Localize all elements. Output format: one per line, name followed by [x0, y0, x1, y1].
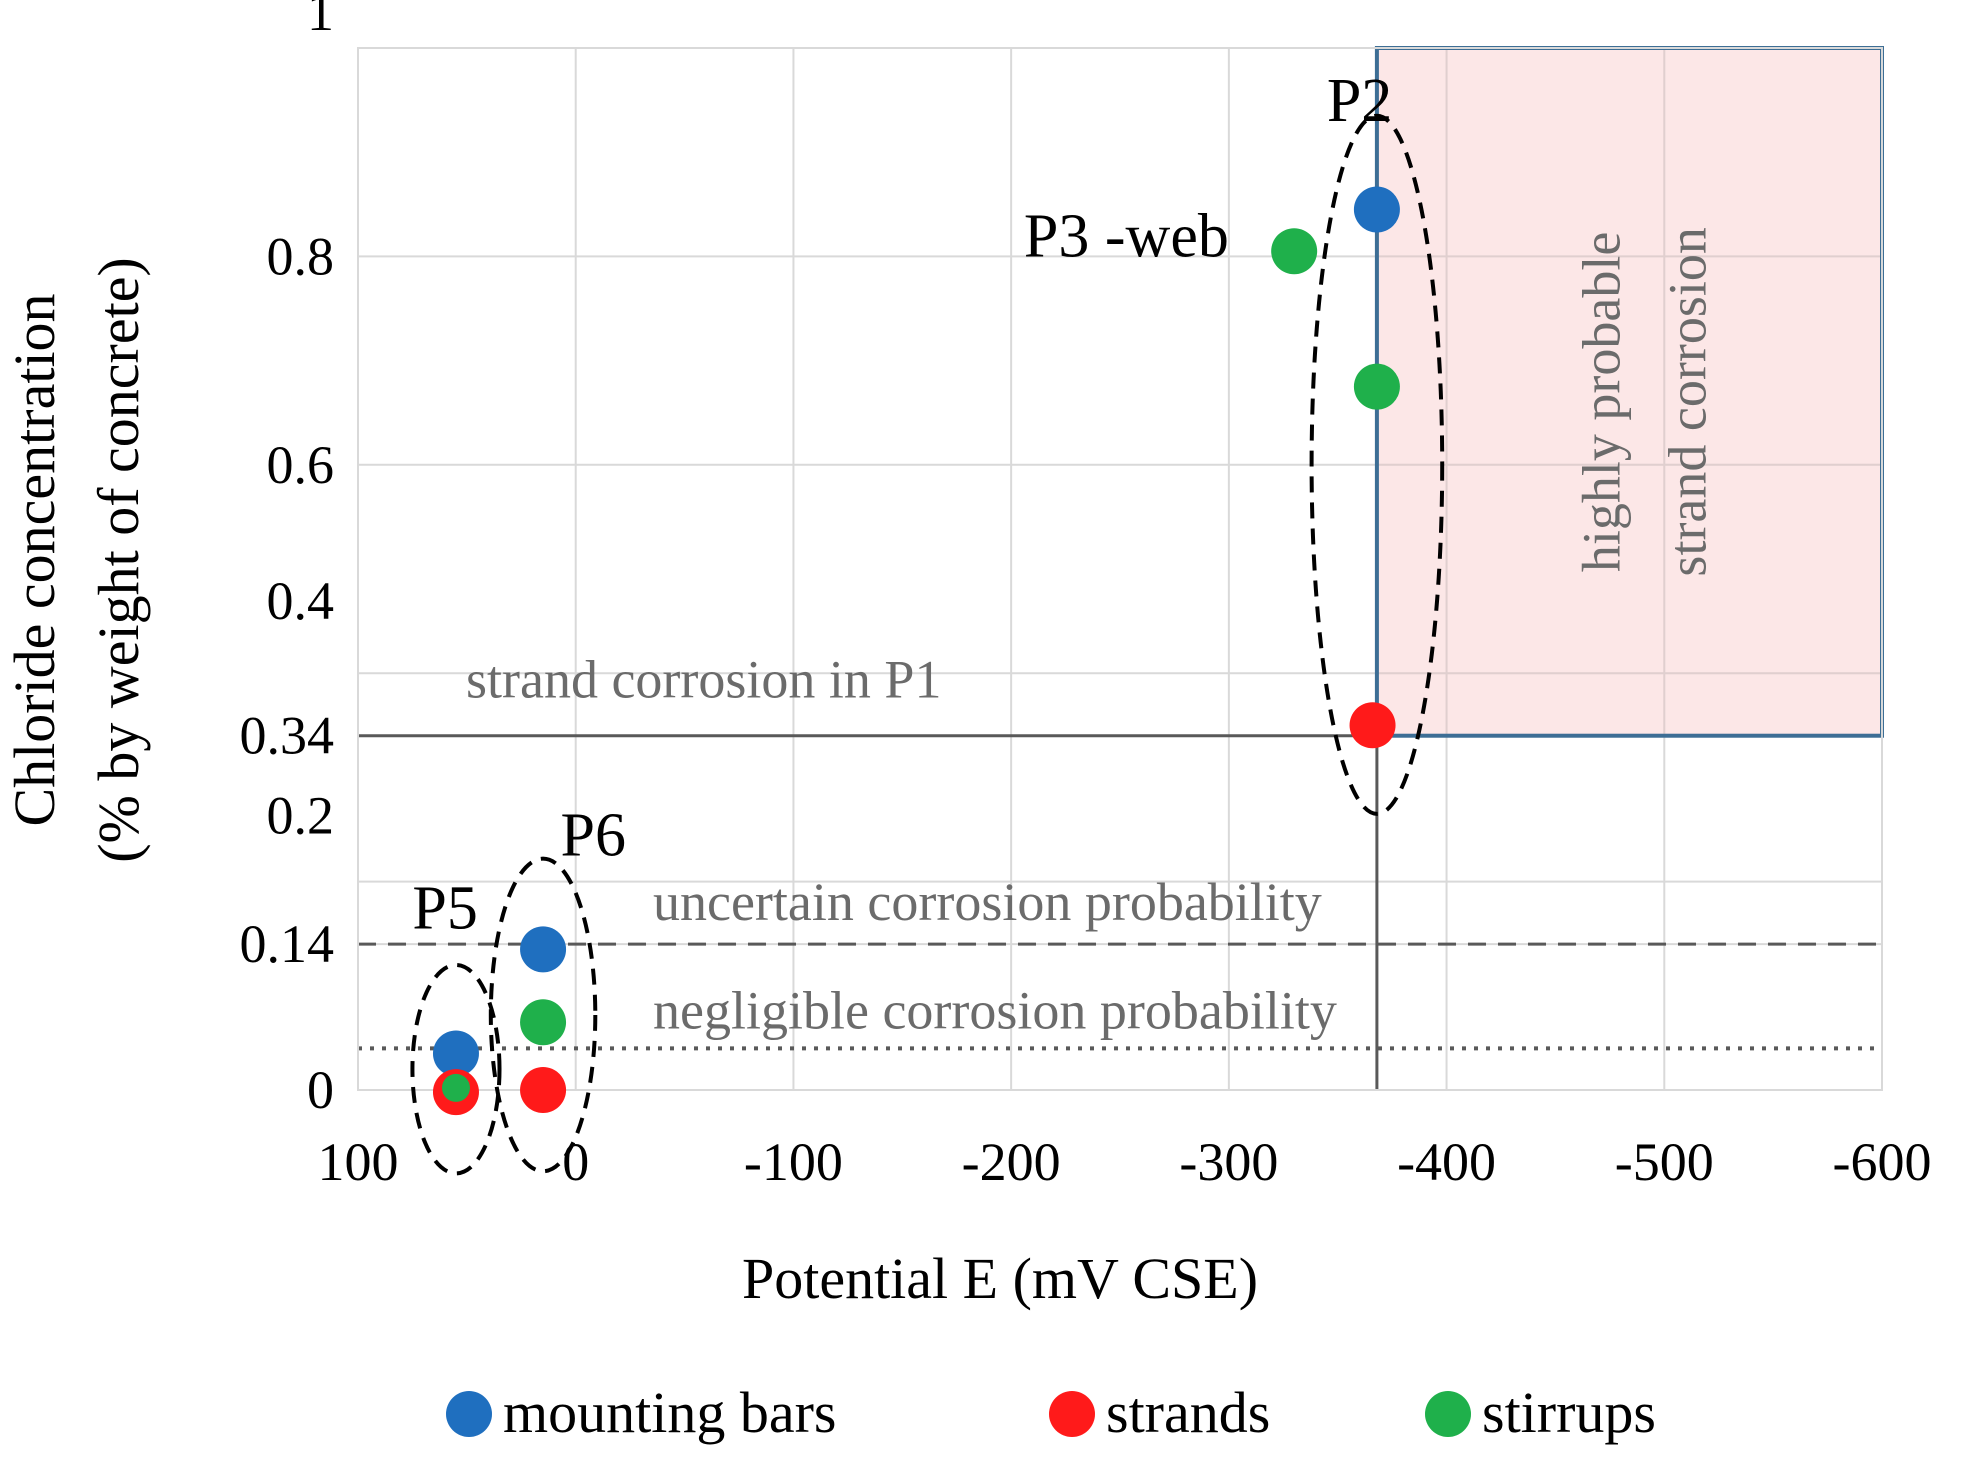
data-points: [432, 186, 1400, 1116]
threshold-label-dotted: negligible corrosion probability: [653, 980, 1337, 1040]
y-tick-label: 0.6: [267, 435, 335, 495]
point-stirrups: [441, 1073, 470, 1102]
point-stirrups: [1271, 228, 1318, 275]
region-label-line2: strand corrosion: [1657, 227, 1717, 576]
group-label: P5: [412, 874, 477, 942]
tick-labels: 100 0 -100 -200 -300 -400 -500 -600 0 0.14 0.2 0.34…: [240, 0, 1932, 1192]
y-tick-label: 0.34: [240, 706, 335, 766]
x-axis-title: Potential E (mV CSE): [742, 1246, 1258, 1311]
x-tick-label: 100: [318, 1132, 399, 1192]
y-axis-title-line1: Chloride concentration: [2, 293, 67, 826]
y-tick-label: 0: [307, 1060, 334, 1120]
group-ellipse-p2: [1309, 113, 1445, 816]
x-tick-label: 0: [562, 1132, 589, 1192]
y-tick-label: 0.14: [240, 914, 335, 974]
point-stirrups: [1353, 363, 1400, 410]
group-label: P6: [560, 802, 625, 870]
legend-label: strands: [1106, 1380, 1270, 1445]
point-strands: [1349, 702, 1396, 749]
legend-marker-mounting-bars: [446, 1391, 492, 1437]
point-stirrups: [520, 999, 567, 1046]
group-ellipses: P2 P3 -web P5 P6: [410, 67, 1445, 1176]
point-mounting-bars: [432, 1030, 479, 1077]
group-label: P3 -web: [1024, 202, 1229, 270]
group-ellipse-p5: [410, 962, 502, 1176]
threshold-lines: strand corrosion in P1 uncertain corrosio…: [358, 650, 1882, 1090]
x-tick-label: -600: [1833, 1132, 1932, 1192]
x-tick-label: -200: [962, 1132, 1061, 1192]
threshold-label-solid: strand corrosion in P1: [466, 650, 941, 710]
legend-label: stirrups: [1482, 1380, 1656, 1445]
x-tick-label: -400: [1397, 1132, 1496, 1192]
threshold-label-dashed: uncertain corrosion probability: [653, 872, 1322, 932]
legend-marker-strands: [1049, 1391, 1095, 1437]
plot-frame: [357, 47, 1883, 1091]
y-tick-label: 0.2: [267, 786, 335, 846]
point-mounting-bars: [520, 926, 567, 973]
point-strands: [520, 1067, 567, 1113]
group-label: P2: [1327, 67, 1392, 135]
region-fill: [1376, 48, 1882, 736]
y-tick-label: 0.4: [267, 571, 335, 631]
legend-label: mounting bars: [503, 1380, 836, 1445]
region-label-line1: highly probable: [1571, 232, 1631, 572]
x-tick-label: -500: [1615, 1132, 1714, 1192]
y-tick-label: 1: [307, 0, 334, 42]
group-ellipse-p6: [488, 856, 598, 1174]
y-axis-title-line2: (% by weight of concrete): [86, 257, 151, 863]
x-tick-label: -300: [1179, 1132, 1278, 1192]
point-mounting-bars: [1353, 186, 1400, 233]
legend: mounting bars strands stirrups: [446, 1380, 1656, 1445]
legend-marker-stirrups: [1425, 1391, 1471, 1437]
y-tick-label: 0.8: [267, 226, 335, 286]
x-tick-label: -100: [744, 1132, 843, 1192]
highly-probable-region: highly probable strand corrosion: [1374, 46, 1884, 738]
